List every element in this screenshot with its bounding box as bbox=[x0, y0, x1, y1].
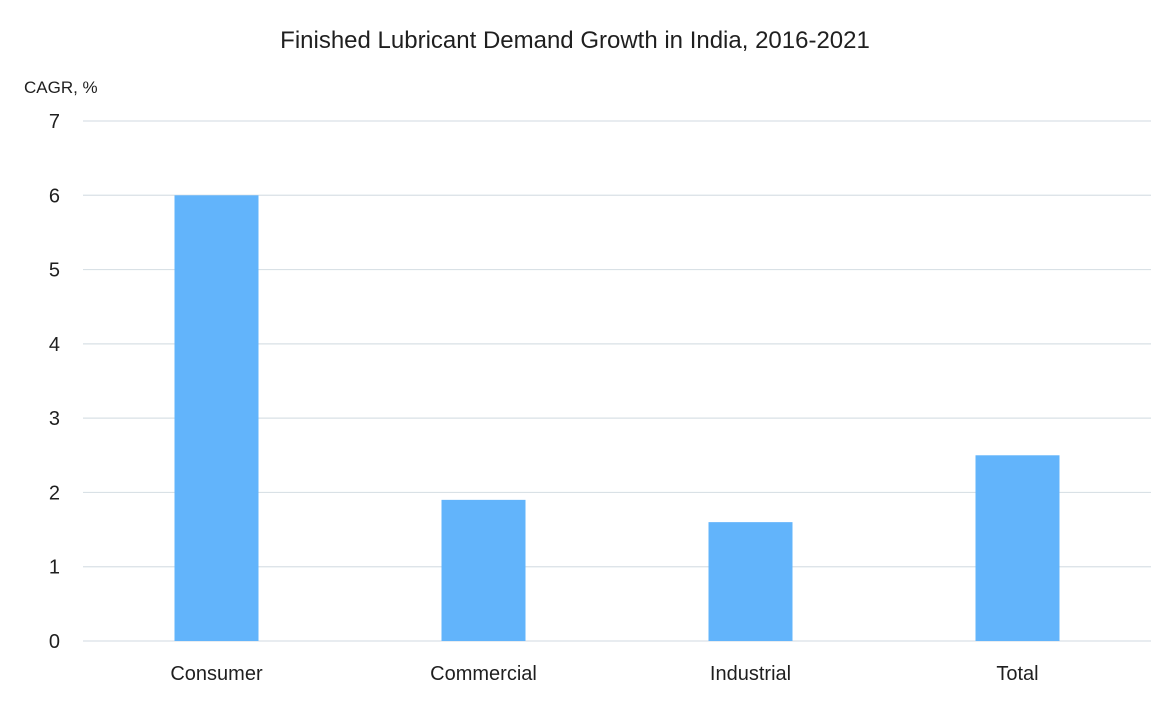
y-tick-label: 7 bbox=[49, 111, 60, 133]
bar-total bbox=[975, 455, 1060, 641]
x-category-label: Consumer bbox=[170, 663, 263, 685]
x-category-label: Total bbox=[996, 663, 1038, 685]
x-category-label: Commercial bbox=[430, 663, 537, 685]
chart-title: Finished Lubricant Demand Growth in Indi… bbox=[280, 27, 870, 54]
y-axis-ticks: 0 1 2 3 4 5 6 7 bbox=[49, 111, 60, 653]
bars bbox=[174, 195, 1060, 642]
y-tick-label: 4 bbox=[49, 334, 60, 356]
y-tick-label: 2 bbox=[49, 482, 60, 504]
y-tick-label: 3 bbox=[49, 408, 60, 430]
bar-consumer bbox=[174, 195, 259, 642]
y-tick-label: 1 bbox=[49, 557, 60, 579]
bar-industrial bbox=[708, 522, 793, 641]
bar-commercial bbox=[441, 499, 526, 641]
y-tick-label: 0 bbox=[49, 631, 60, 653]
y-axis-label: CAGR, % bbox=[24, 78, 98, 97]
x-category-label: Industrial bbox=[710, 663, 791, 685]
y-tick-label: 5 bbox=[49, 260, 60, 282]
x-axis-categories: Consumer Commercial Industrial Total bbox=[170, 663, 1038, 685]
y-tick-label: 6 bbox=[49, 185, 60, 207]
gridlines bbox=[83, 120, 1151, 642]
